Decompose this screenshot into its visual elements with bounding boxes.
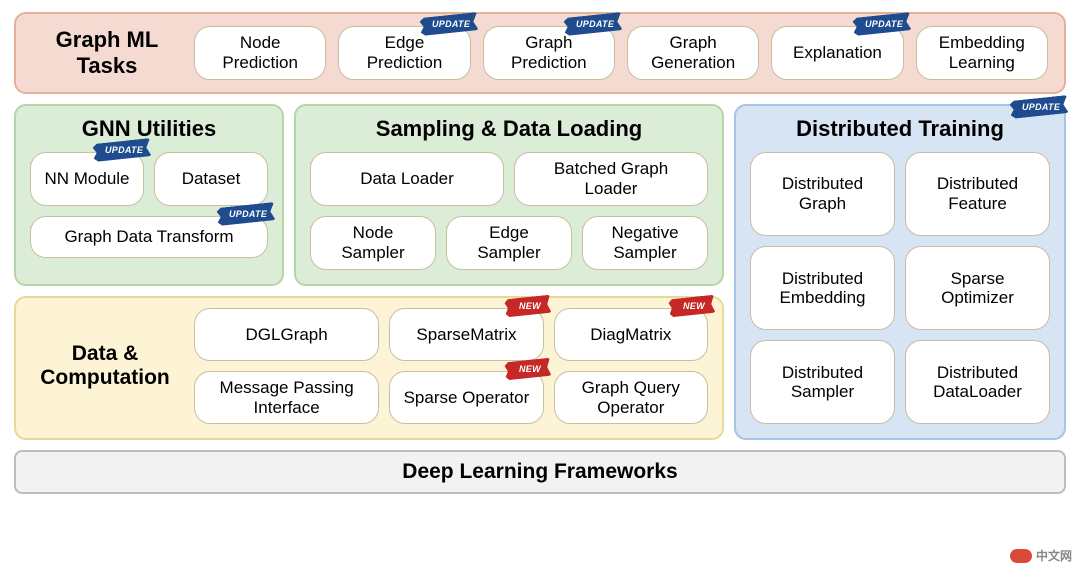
deep-learning-frameworks-bar: Deep Learning Frameworks <box>14 450 1066 494</box>
new-badge-icon: NEW <box>504 358 552 381</box>
graph-query-operator-pill: Graph Query Operator <box>554 371 708 424</box>
nn-module-pill: NN ModuleUPDATE <box>30 152 144 206</box>
gnn-utilities-section: GNN Utilities NN ModuleUPDATE Dataset Gr… <box>14 104 284 286</box>
data-loader-pill: Data Loader <box>310 152 504 206</box>
sampling-title: Sampling & Data Loading <box>310 116 708 142</box>
graph-ml-tasks-title: Graph ML Tasks <box>32 27 182 79</box>
graph-ml-tasks-section: Graph ML Tasks Node Prediction Edge Pred… <box>14 12 1066 94</box>
task-node-prediction: Node Prediction <box>194 26 326 80</box>
gnn-utilities-title: GNN Utilities <box>30 116 268 142</box>
message-passing-pill: Message Passing Interface <box>194 371 379 424</box>
update-badge-icon: UPDATE <box>563 12 623 36</box>
sparse-optimizer-pill: Sparse Optimizer <box>905 246 1050 330</box>
update-badge-icon: UPDATE <box>419 12 479 36</box>
negative-sampler-pill: Negative Sampler <box>582 216 708 270</box>
distributed-title: Distributed Training UPDATE <box>750 116 1050 142</box>
task-embedding-learning: Embedding Learning <box>916 26 1048 80</box>
update-badge-icon: UPDATE <box>1009 95 1069 119</box>
dataset-pill: Dataset <box>154 152 268 206</box>
batched-graph-loader-pill: Batched Graph Loader <box>514 152 708 206</box>
node-sampler-pill: Node Sampler <box>310 216 436 270</box>
update-badge-icon: UPDATE <box>852 12 912 36</box>
distributed-feature-pill: Distributed Feature <box>905 152 1050 236</box>
distributed-graph-pill: Distributed Graph <box>750 152 895 236</box>
diagmatrix-pill: DiagMatrixNEW <box>554 308 708 361</box>
distributed-dataloader-pill: Distributed DataLoader <box>905 340 1050 424</box>
task-edge-prediction: Edge PredictionUPDATE <box>338 26 470 80</box>
sampling-section: Sampling & Data Loading Data Loader Batc… <box>294 104 724 286</box>
dglgraph-pill: DGLGraph <box>194 308 379 361</box>
php-logo-icon <box>1010 549 1032 563</box>
task-explanation: ExplanationUPDATE <box>771 26 903 80</box>
edge-sampler-pill: Edge Sampler <box>446 216 572 270</box>
distributed-sampler-pill: Distributed Sampler <box>750 340 895 424</box>
graph-data-transform-pill: Graph Data TransformUPDATE <box>30 216 268 258</box>
sparsematrix-pill: SparseMatrixNEW <box>389 308 543 361</box>
task-graph-prediction: Graph PredictionUPDATE <box>483 26 615 80</box>
task-graph-generation: Graph Generation <box>627 26 759 80</box>
data-computation-section: Data & Computation DGLGraph SparseMatrix… <box>14 296 724 440</box>
watermark: 中文网 <box>1010 547 1072 564</box>
new-badge-icon: NEW <box>668 295 716 318</box>
distributed-training-section: Distributed Training UPDATE Distributed … <box>734 104 1066 440</box>
sparse-operator-pill: Sparse OperatorNEW <box>389 371 543 424</box>
new-badge-icon: NEW <box>504 295 552 318</box>
mid-grid: GNN Utilities NN ModuleUPDATE Dataset Gr… <box>14 104 1066 440</box>
watermark-text: 中文网 <box>1036 547 1072 564</box>
data-computation-title: Data & Computation <box>30 342 180 390</box>
distributed-embedding-pill: Distributed Embedding <box>750 246 895 330</box>
